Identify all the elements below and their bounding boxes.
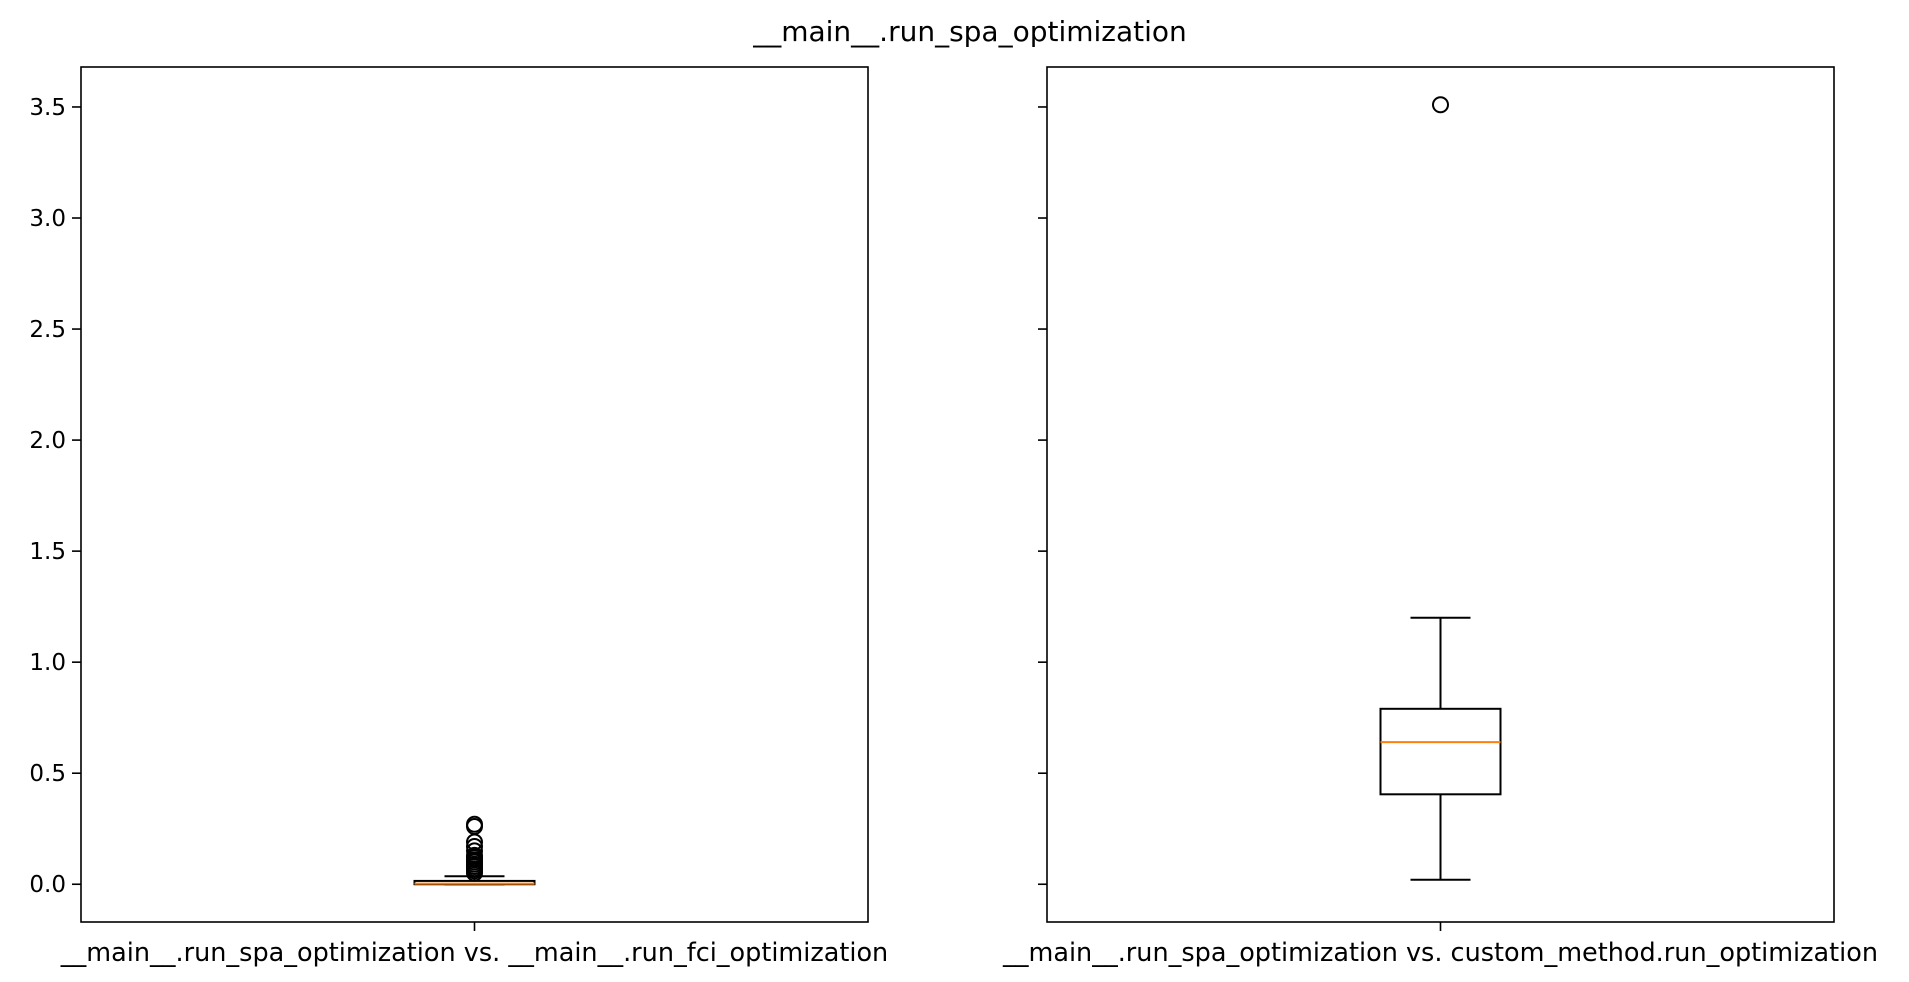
axes-frame xyxy=(1046,66,1835,923)
outlier-point xyxy=(1432,96,1449,114)
y-tick-label: 0.0 xyxy=(29,872,66,898)
subplot-1: 0.0 0.5 1.0 1.5 2.0 2.5 3.0 3.5 __main__.run_spa… xyxy=(29,66,888,968)
subplots: 0.0 0.5 1.0 1.5 2.0 2.5 3.0 3.5 __main__.run_spa… xyxy=(29,66,1878,968)
y-tick-label: 1.5 xyxy=(29,539,66,565)
subplot-2: __main__.run_spa_optimization vs. custom… xyxy=(1002,66,1878,968)
figure-title: __main__.run_spa_optimization xyxy=(752,15,1187,48)
y-tick-label: 2.5 xyxy=(29,317,66,343)
box xyxy=(1379,707,1502,796)
outlier-point xyxy=(466,815,483,833)
y-tick-label: 0.5 xyxy=(29,761,66,787)
x-tick-label: __main__.run_spa_optimization vs. __main… xyxy=(60,938,888,968)
y-tick-label: 3.0 xyxy=(29,206,66,232)
y-tick-label: 3.5 xyxy=(29,95,66,121)
outlier-point xyxy=(466,837,483,855)
x-tick-label: __main__.run_spa_optimization vs. custom… xyxy=(1002,938,1878,968)
y-tick-label: 1.0 xyxy=(29,650,66,676)
y-tick-label: 2.0 xyxy=(29,428,66,454)
axes-frame xyxy=(80,66,869,923)
outlier-point xyxy=(466,842,483,860)
outlier-point xyxy=(466,846,483,864)
